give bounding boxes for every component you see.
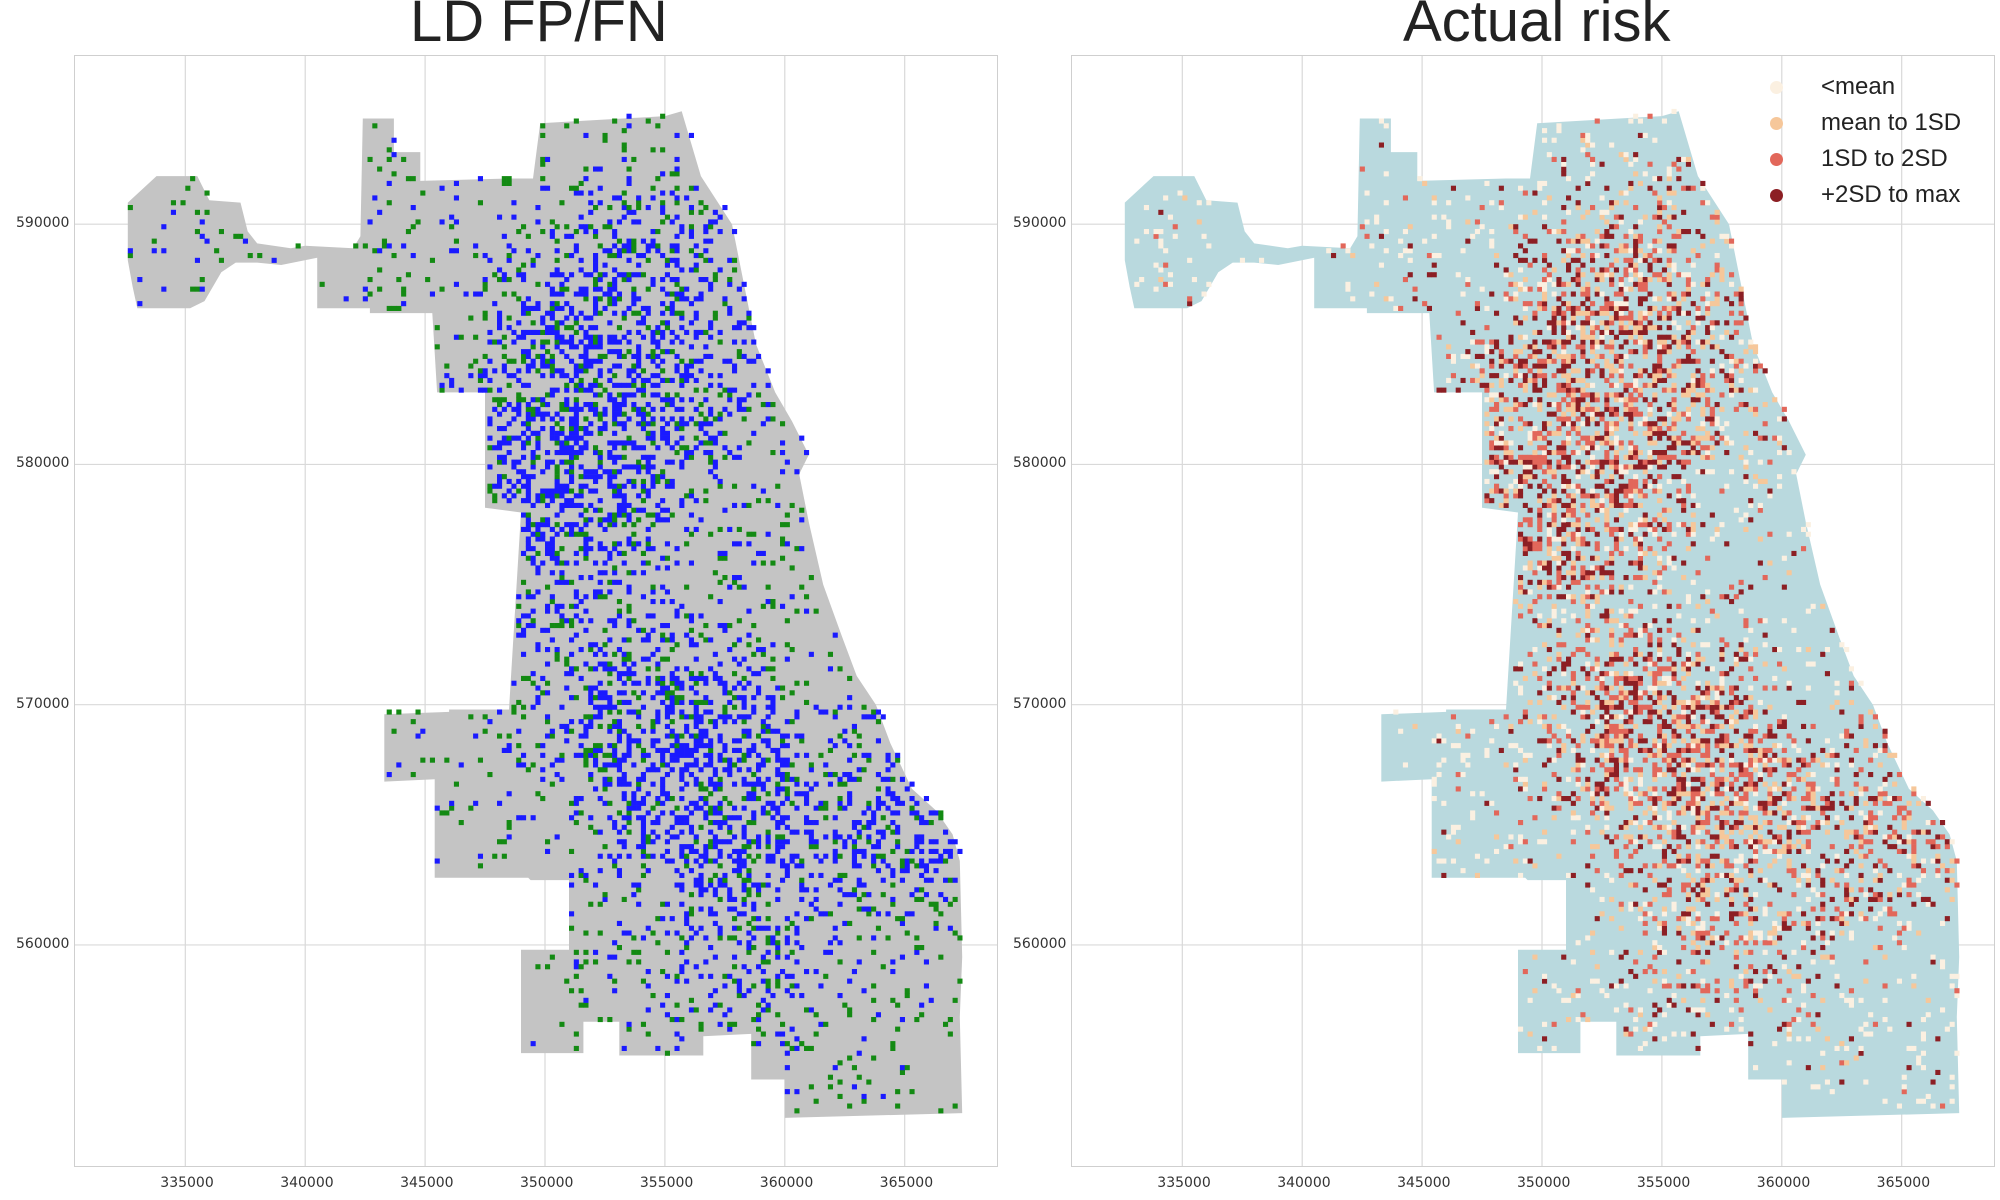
grid-cells	[127, 113, 963, 1114]
x-tick-label: 355000	[1636, 1175, 1691, 1191]
x-tick-label: 335000	[160, 1175, 214, 1191]
x-tick-label: 365000	[879, 1175, 934, 1191]
map-canvas-actual-risk	[1072, 56, 1994, 1166]
y-tick-label: 560000	[1013, 935, 1067, 952]
legend-label: +2SD to max	[1821, 181, 1961, 208]
legend-item: <mean	[1770, 72, 1895, 102]
map-plot-area	[74, 55, 998, 1167]
x-tick-label: 335000	[1157, 1175, 1211, 1191]
map-title: Actual risk	[1403, 0, 1671, 54]
y-tick-label: 570000	[1013, 695, 1067, 712]
legend-label: mean to 1SD	[1821, 109, 1962, 136]
y-tick-label: 560000	[16, 935, 70, 952]
grid-cells	[1134, 108, 1960, 1109]
legend-swatch	[1770, 116, 1783, 130]
x-tick-label: 340000	[280, 1175, 334, 1191]
map-panel-actual-risk: Actual risk 560000 570000 580000 590000 335…	[1000, 0, 2000, 1200]
x-tick-label: 340000	[1277, 1175, 1331, 1191]
legend-swatch	[1770, 80, 1783, 94]
map-panel-ld-fpfn: LD FP/FN 560000 570000 580000 590000 335000…	[16, 0, 998, 1191]
x-tick-label: 360000	[1756, 1175, 1811, 1191]
legend-item: mean to 1SD	[1770, 108, 1961, 138]
x-tick-label: 345000	[400, 1175, 454, 1191]
legend-swatch	[1770, 188, 1783, 202]
legend-item: +2SD to max	[1770, 180, 1960, 210]
legend-label: 1SD to 2SD	[1821, 145, 1948, 172]
x-tick-label: 365000	[1876, 1175, 1931, 1191]
x-tick-label: 360000	[759, 1175, 814, 1191]
x-tick-label: 355000	[639, 1175, 694, 1191]
legend-item: 1SD to 2SD	[1770, 144, 1948, 174]
map-plot-area	[1071, 55, 1995, 1167]
y-tick-label: 580000	[16, 455, 70, 472]
x-tick-label: 350000	[519, 1175, 574, 1191]
y-tick-label: 580000	[1013, 455, 1067, 472]
map-canvas-ld-fpfn	[75, 56, 997, 1166]
legend-swatch	[1770, 152, 1783, 166]
y-tick-label: 570000	[16, 695, 70, 712]
y-tick-label: 590000	[16, 215, 70, 232]
y-tick-label: 590000	[1013, 215, 1067, 232]
map-title: LD FP/FN	[410, 0, 668, 54]
x-tick-label: 345000	[1397, 1175, 1451, 1191]
legend-label: <mean	[1821, 73, 1896, 100]
x-tick-label: 350000	[1516, 1175, 1571, 1191]
